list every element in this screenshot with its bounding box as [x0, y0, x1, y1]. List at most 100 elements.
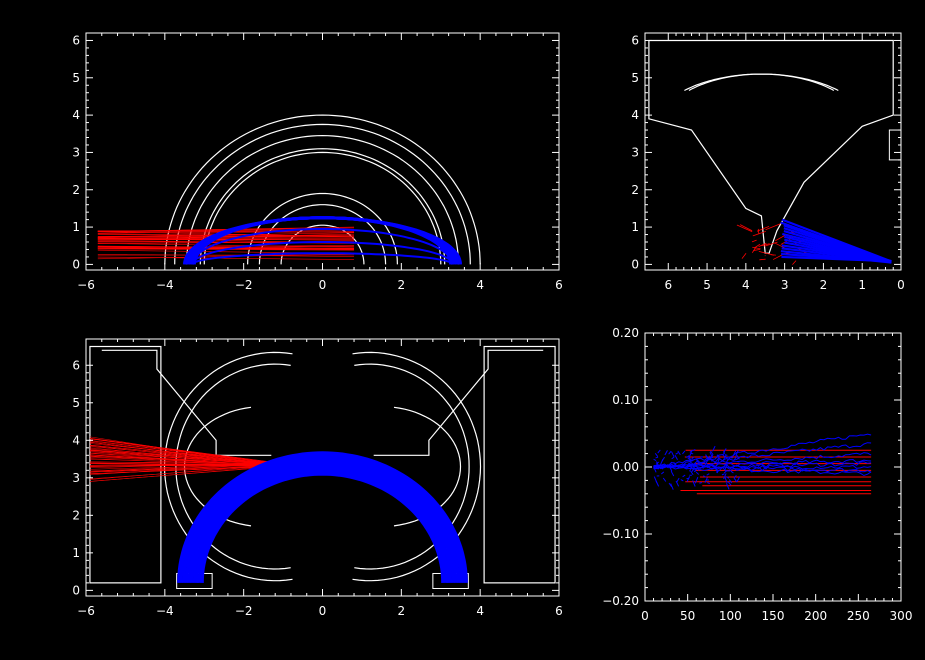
- blue-noise: [707, 458, 711, 461]
- y-tick-label: 6: [72, 358, 80, 372]
- blue-noise: [662, 477, 667, 482]
- x-tick-label: 0: [319, 278, 327, 292]
- red-ray: [761, 243, 770, 247]
- blue-noise: [692, 480, 696, 487]
- blue-noise: [710, 450, 714, 456]
- y-tick-label: 2: [72, 183, 80, 197]
- geometry-arc: [185, 134, 460, 265]
- blue-band: [187, 460, 458, 583]
- blue-noise: [653, 476, 658, 483]
- blue-noise: [695, 471, 700, 475]
- blue-trace: [191, 252, 454, 265]
- blue-band: [195, 467, 450, 583]
- y-tick-label: 3: [72, 145, 80, 159]
- geometry-arc: [174, 123, 471, 265]
- blue-noise: [733, 474, 737, 479]
- blue-noise: [671, 456, 675, 460]
- red-ray: [739, 224, 753, 232]
- blue-noise: [735, 449, 739, 457]
- housing-left: [101, 349, 272, 456]
- blue-noise: [736, 476, 741, 482]
- blue-noise: [686, 455, 689, 458]
- x-tick-label: 200: [804, 609, 827, 623]
- blue-noise: [653, 458, 657, 461]
- x-tick-label: −2: [235, 604, 253, 618]
- blue-noise: [695, 465, 700, 471]
- blue-band: [177, 451, 468, 583]
- blue-noise: [705, 459, 709, 465]
- red-ray: [752, 230, 766, 237]
- blue-band: [182, 455, 463, 583]
- blue-trace: [191, 241, 454, 265]
- blue-noise: [671, 451, 675, 458]
- x-tick-label: −4: [156, 604, 174, 618]
- blue-noise: [727, 481, 732, 486]
- red-ray: [752, 246, 761, 250]
- blue-band: [190, 463, 455, 583]
- blue-noise: [730, 470, 734, 474]
- x-tick-label: 150: [762, 609, 785, 623]
- blue-noise: [723, 473, 727, 480]
- x-tick-label: 2: [820, 278, 828, 292]
- blue-trace: [653, 433, 872, 468]
- red-ray: [89, 454, 280, 467]
- plot-area: [89, 345, 556, 589]
- geometry-arc: [258, 204, 387, 265]
- blue-noise: [691, 456, 695, 460]
- blue-noise: [668, 482, 673, 488]
- red-ray: [97, 245, 355, 249]
- panel-top-left: −6 −4 −2 0 2 4 6 0 1 2 3 4 5 6: [72, 32, 563, 292]
- detector-box: [888, 129, 901, 161]
- blue-noise: [736, 454, 740, 460]
- blue-noise: [736, 461, 740, 463]
- blue-noise: [653, 466, 657, 473]
- y-tick-label: −0.20: [602, 594, 639, 608]
- blue-noise: [655, 466, 660, 470]
- y-tick-label: 0.20: [612, 326, 639, 340]
- x-tick-label: −4: [156, 278, 174, 292]
- x-tick-label: 0: [897, 278, 905, 292]
- blue-noise: [664, 450, 668, 456]
- blue-noise: [689, 449, 693, 457]
- blue-noise: [694, 476, 699, 484]
- blue-noise: [699, 481, 703, 484]
- blue-noise: [661, 456, 665, 462]
- x-tick-label: 3: [781, 278, 789, 292]
- blue-noise: [726, 483, 730, 490]
- y-tick-label: 0: [72, 583, 80, 597]
- blue-noise: [668, 465, 673, 472]
- red-ray: [97, 243, 355, 248]
- y-tick-label: 2: [631, 183, 639, 197]
- y-tick-label: 0.10: [612, 393, 639, 407]
- red-ray: [89, 465, 280, 482]
- y-tick-label: −0.10: [602, 527, 639, 541]
- blue-noise: [721, 473, 725, 476]
- red-ray: [97, 234, 355, 238]
- blue-noise: [689, 465, 693, 472]
- blue-noise: [724, 459, 729, 466]
- blue-noise: [724, 476, 728, 484]
- blue-noise: [733, 478, 738, 483]
- blue-noise: [724, 463, 728, 471]
- x-tick-label: 4: [476, 604, 484, 618]
- y-tick-label: 4: [631, 108, 639, 122]
- x-tick-label: −6: [77, 278, 95, 292]
- blue-noise: [727, 456, 731, 461]
- blue-noise: [677, 450, 681, 456]
- plot-area: [653, 433, 872, 495]
- blue-noise: [709, 462, 714, 467]
- x-tick-label: −6: [77, 604, 95, 618]
- red-ray: [89, 465, 280, 474]
- blue-noise: [723, 448, 727, 454]
- blue-noise: [716, 455, 720, 458]
- blue-noise: [657, 449, 661, 454]
- blue-noise: [656, 461, 660, 468]
- blue-noise: [654, 453, 659, 458]
- x-tick-label: 2: [398, 604, 406, 618]
- blue-noise: [714, 466, 719, 474]
- blue-noise: [690, 470, 694, 476]
- blue-noise: [728, 479, 733, 484]
- red-ray: [89, 438, 280, 465]
- red-ray: [89, 449, 280, 465]
